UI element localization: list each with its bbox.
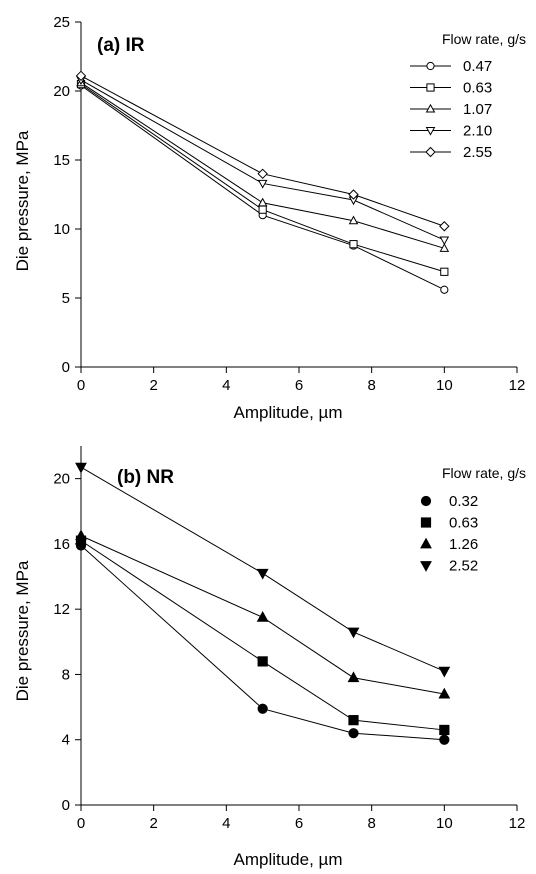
data-point xyxy=(440,267,449,276)
series-2.52 xyxy=(75,462,451,678)
x-tick-label: 2 xyxy=(149,815,157,832)
y-tick-label: 20 xyxy=(53,83,70,100)
y-axis-label: Die pressure, MPa xyxy=(13,560,32,701)
y-tick-label: 4 xyxy=(62,732,70,749)
y-tick-label: 25 xyxy=(53,14,70,31)
legend-label: 0.63 xyxy=(449,515,478,532)
legend-marker xyxy=(420,517,432,528)
data-point xyxy=(438,666,451,678)
data-point xyxy=(257,168,268,180)
legend: Flow rate, g/s 0.47 0.63 1.07 2.10 2.55 xyxy=(410,31,526,161)
data-point xyxy=(439,221,450,232)
chart-title: (b) NR xyxy=(117,467,174,488)
legend-label: 2.52 xyxy=(449,558,478,575)
data-point xyxy=(348,728,359,739)
data-point xyxy=(440,285,449,294)
series-line xyxy=(80,535,445,695)
legend-label: 1.07 xyxy=(463,101,492,118)
legend-label: 0.32 xyxy=(449,493,478,510)
x-tick-label: 0 xyxy=(77,377,85,394)
data-point xyxy=(347,671,360,683)
legend-label: 1.26 xyxy=(449,536,478,553)
legend-title: Flow rate, g/s xyxy=(442,465,526,481)
legend-marker xyxy=(425,126,436,136)
data-point xyxy=(257,703,268,714)
x-tick-label: 12 xyxy=(509,377,526,394)
data-point xyxy=(439,243,450,252)
series-line xyxy=(80,75,445,227)
data-point xyxy=(75,70,87,82)
series-0.63 xyxy=(75,535,450,736)
x-tick-label: 2 xyxy=(149,377,157,394)
x-tick-label: 12 xyxy=(509,815,526,832)
legend-label: 2.10 xyxy=(463,123,492,140)
series-2.55 xyxy=(75,70,450,232)
series-1.26 xyxy=(75,529,451,699)
legend-marker xyxy=(426,61,435,71)
x-tick-label: 4 xyxy=(222,377,230,394)
series-1.07 xyxy=(76,77,450,252)
chart-title: (a) IR xyxy=(97,35,145,56)
series-line xyxy=(80,83,445,273)
y-tick-label: 15 xyxy=(53,152,70,169)
legend-marker xyxy=(425,103,436,113)
y-tick-label: 20 xyxy=(53,471,70,488)
x-tick-label: 8 xyxy=(367,815,375,832)
data-point xyxy=(439,724,450,736)
data-point xyxy=(256,611,269,622)
x-tick-label: 6 xyxy=(295,377,303,394)
y-axis-label: Die pressure, MPa xyxy=(13,130,32,271)
y-tick-label: 0 xyxy=(62,797,70,814)
data-point xyxy=(348,215,359,225)
x-tick-label: 6 xyxy=(295,815,303,832)
y-tick-label: 8 xyxy=(62,666,70,683)
legend: Flow rate, g/s 0.32 0.63 1.26 2.52 xyxy=(420,465,526,575)
x-tick-label: 4 xyxy=(222,815,230,832)
x-axis-label: Amplitude, µm xyxy=(234,403,343,422)
y-tick-label: 5 xyxy=(62,290,70,307)
data-point xyxy=(439,734,450,745)
series-line xyxy=(80,466,445,672)
y-tick-label: 16 xyxy=(53,536,70,553)
legend-marker xyxy=(426,83,435,92)
legend-label: 0.47 xyxy=(463,58,492,75)
x-tick-label: 10 xyxy=(436,377,453,394)
data-point xyxy=(257,179,268,189)
y-tick-label: 0 xyxy=(62,359,70,376)
data-point xyxy=(256,568,269,580)
y-tick-label: 12 xyxy=(53,601,70,618)
legend-marker xyxy=(420,537,432,549)
data-point xyxy=(75,462,87,474)
legend-marker xyxy=(420,561,432,572)
x-tick-label: 8 xyxy=(367,377,375,394)
legend-title: Flow rate, g/s xyxy=(442,31,526,47)
data-point xyxy=(348,189,359,200)
chart-panel-b: 0 2 4 6 8 10 12 0 4 8 12 16 20 Amplitude, µm Die press… xyxy=(13,446,526,869)
data-point xyxy=(257,656,268,667)
y-tick-label: 10 xyxy=(53,221,70,238)
data-point xyxy=(348,715,359,726)
series-line xyxy=(80,85,445,291)
legend-marker xyxy=(420,495,432,507)
series-line xyxy=(80,82,445,249)
data-point xyxy=(257,197,268,207)
series-line xyxy=(80,540,445,731)
x-tick-label: 0 xyxy=(77,815,85,832)
data-point xyxy=(347,627,360,639)
legend-marker xyxy=(425,146,436,158)
data-point xyxy=(349,240,358,249)
series-line xyxy=(80,79,445,241)
x-axis-label: Amplitude, µm xyxy=(234,850,343,869)
legend-label: 2.55 xyxy=(463,144,492,161)
legend-label: 0.63 xyxy=(463,80,492,97)
data-point xyxy=(258,205,267,214)
series-line xyxy=(80,545,445,741)
x-tick-label: 10 xyxy=(436,815,453,832)
data-point xyxy=(438,687,451,699)
data-point xyxy=(439,236,450,246)
chart-panel-a: 0 2 4 6 8 10 12 0 5 10 15 20 25 Amplitude, µm Die pres… xyxy=(13,14,526,422)
data-point xyxy=(75,529,87,541)
